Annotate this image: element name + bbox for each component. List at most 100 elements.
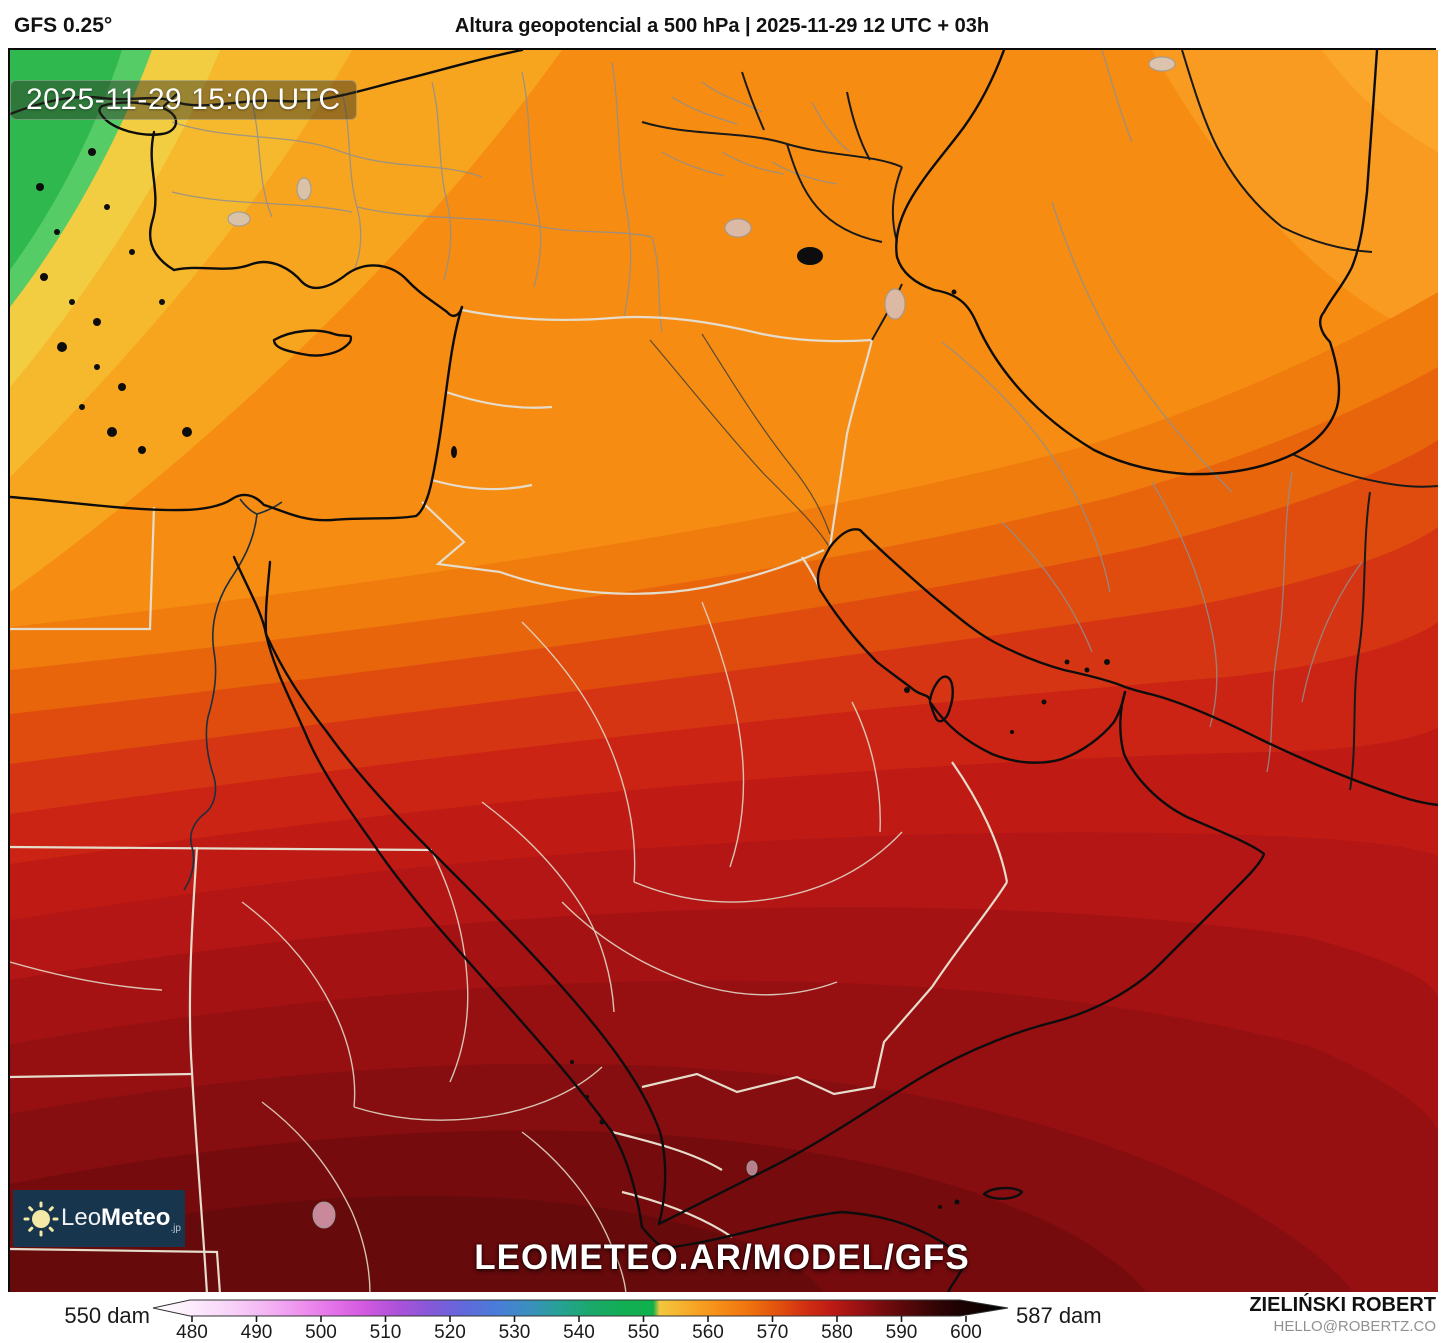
admin-border (671, 96, 738, 125)
island (57, 342, 67, 352)
island (1041, 699, 1047, 705)
admin-border (721, 151, 785, 175)
border-eritrea-ethiopia (611, 1130, 723, 1171)
coastline-gulf-of-aden-south (640, 1210, 967, 1294)
lake (1148, 56, 1176, 72)
island (1010, 730, 1014, 734)
admin-border (941, 341, 1111, 593)
island (938, 1205, 942, 1209)
admin-border (1151, 481, 1218, 728)
lake-tuz (227, 211, 251, 227)
island (104, 204, 110, 210)
coastline-gulf-iranian-shore (828, 528, 1438, 807)
scale-tick: 500 (305, 1322, 337, 1338)
island (118, 383, 126, 391)
coastline-gulf-arabian-shore (816, 545, 1127, 764)
scale-tick: 540 (563, 1322, 595, 1338)
coastline-red-sea-west (232, 555, 644, 1229)
island (570, 1060, 574, 1064)
coastline-socotra (982, 1186, 1024, 1200)
admin-border (171, 121, 483, 178)
island (36, 183, 44, 191)
brand-logo-suffix: .jp (170, 1222, 181, 1234)
admin-border (251, 101, 273, 218)
island-apsheron (951, 289, 957, 295)
admin-border (633, 831, 903, 903)
river-nile (183, 498, 283, 891)
scale-tick: 550 (628, 1322, 660, 1338)
lake-sevan (724, 218, 752, 238)
border-armenia-azerbaijan (786, 143, 883, 243)
border-azerbaijan (846, 91, 871, 161)
border-sahel (10, 1072, 193, 1079)
border-georgia (741, 71, 765, 131)
coastline-marmara (98, 92, 179, 136)
border-iran-turkmenistan (1291, 453, 1438, 488)
river-tigris (701, 333, 831, 535)
river-euphrates (649, 339, 829, 546)
field-bands (10, 50, 1438, 1294)
island (54, 229, 60, 235)
brand-logo-text: LeoMeteo.jp (61, 1204, 181, 1234)
coastline-levant-egypt (10, 305, 464, 522)
border-caucasus-caspian (891, 166, 903, 243)
country-borders-north (641, 50, 1438, 791)
admin-border (561, 901, 838, 996)
field-band (1152, 50, 1438, 342)
island (138, 446, 146, 454)
lakes (227, 56, 1176, 1229)
lake (746, 1160, 758, 1176)
admin-border (431, 851, 469, 1083)
admin-border (1101, 50, 1133, 143)
rivers (183, 333, 831, 891)
admin-border (1001, 521, 1093, 653)
chart-title: Altura geopotencial a 500 hPa | 2025-11-… (454, 15, 990, 37)
admin-border (611, 61, 632, 318)
island (585, 1095, 589, 1099)
scale-tick: 520 (434, 1322, 466, 1338)
admin-border (481, 801, 615, 1013)
admin-border (1051, 201, 1233, 493)
footer-bar: 480 490 500 510 520 530 540 550 560 570 … (0, 1292, 1444, 1343)
admin-border (171, 191, 353, 213)
admin-border (261, 1101, 371, 1294)
border-iran-afghanistan (1349, 491, 1371, 791)
admin-border (521, 71, 542, 288)
border-iraq-iran (828, 339, 874, 548)
admin-borders-south (10, 601, 903, 1294)
island (159, 299, 165, 305)
scale-tick: 510 (370, 1322, 402, 1338)
admin-border (353, 1066, 603, 1121)
island (79, 404, 85, 410)
scale-tick: 480 (176, 1322, 208, 1338)
lake-van (797, 247, 823, 265)
admin-border (521, 1131, 627, 1294)
admin-border (521, 621, 636, 883)
border-syria-iraq (445, 390, 553, 409)
border-saudi-oman (931, 881, 1008, 988)
admin-border (771, 161, 838, 185)
admin-border (851, 701, 881, 833)
scale-tick: 570 (757, 1322, 789, 1338)
coastline-caspian (895, 50, 1379, 476)
scale-tick: 590 (886, 1322, 918, 1338)
border-egypt-sudan (10, 845, 433, 852)
admin-border (241, 901, 356, 1108)
border-jordan (431, 478, 533, 491)
island (94, 364, 100, 370)
lake (296, 177, 312, 201)
brand-logo-part2: Meteo (101, 1203, 171, 1231)
coastline-aegean (149, 130, 176, 272)
admin-borders-north (171, 50, 1363, 773)
scale-tick: 600 (950, 1322, 982, 1338)
island (40, 273, 48, 281)
coastline-cyprus (272, 329, 353, 357)
island (599, 1119, 605, 1125)
admin-border (356, 206, 653, 238)
watermark-label: LEOMETEO.AR/MODEL/GFS (474, 1238, 970, 1277)
geopotential-map (10, 50, 1438, 1294)
sun-icon (23, 1201, 59, 1236)
admin-border (341, 91, 362, 271)
admin-border (1266, 471, 1293, 773)
